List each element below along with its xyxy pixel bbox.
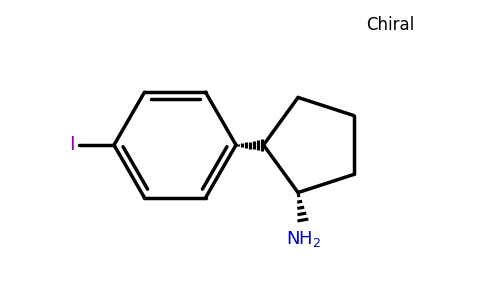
- Text: Chiral: Chiral: [366, 16, 414, 34]
- Text: I: I: [69, 136, 75, 154]
- Text: NH$_2$: NH$_2$: [286, 229, 321, 249]
